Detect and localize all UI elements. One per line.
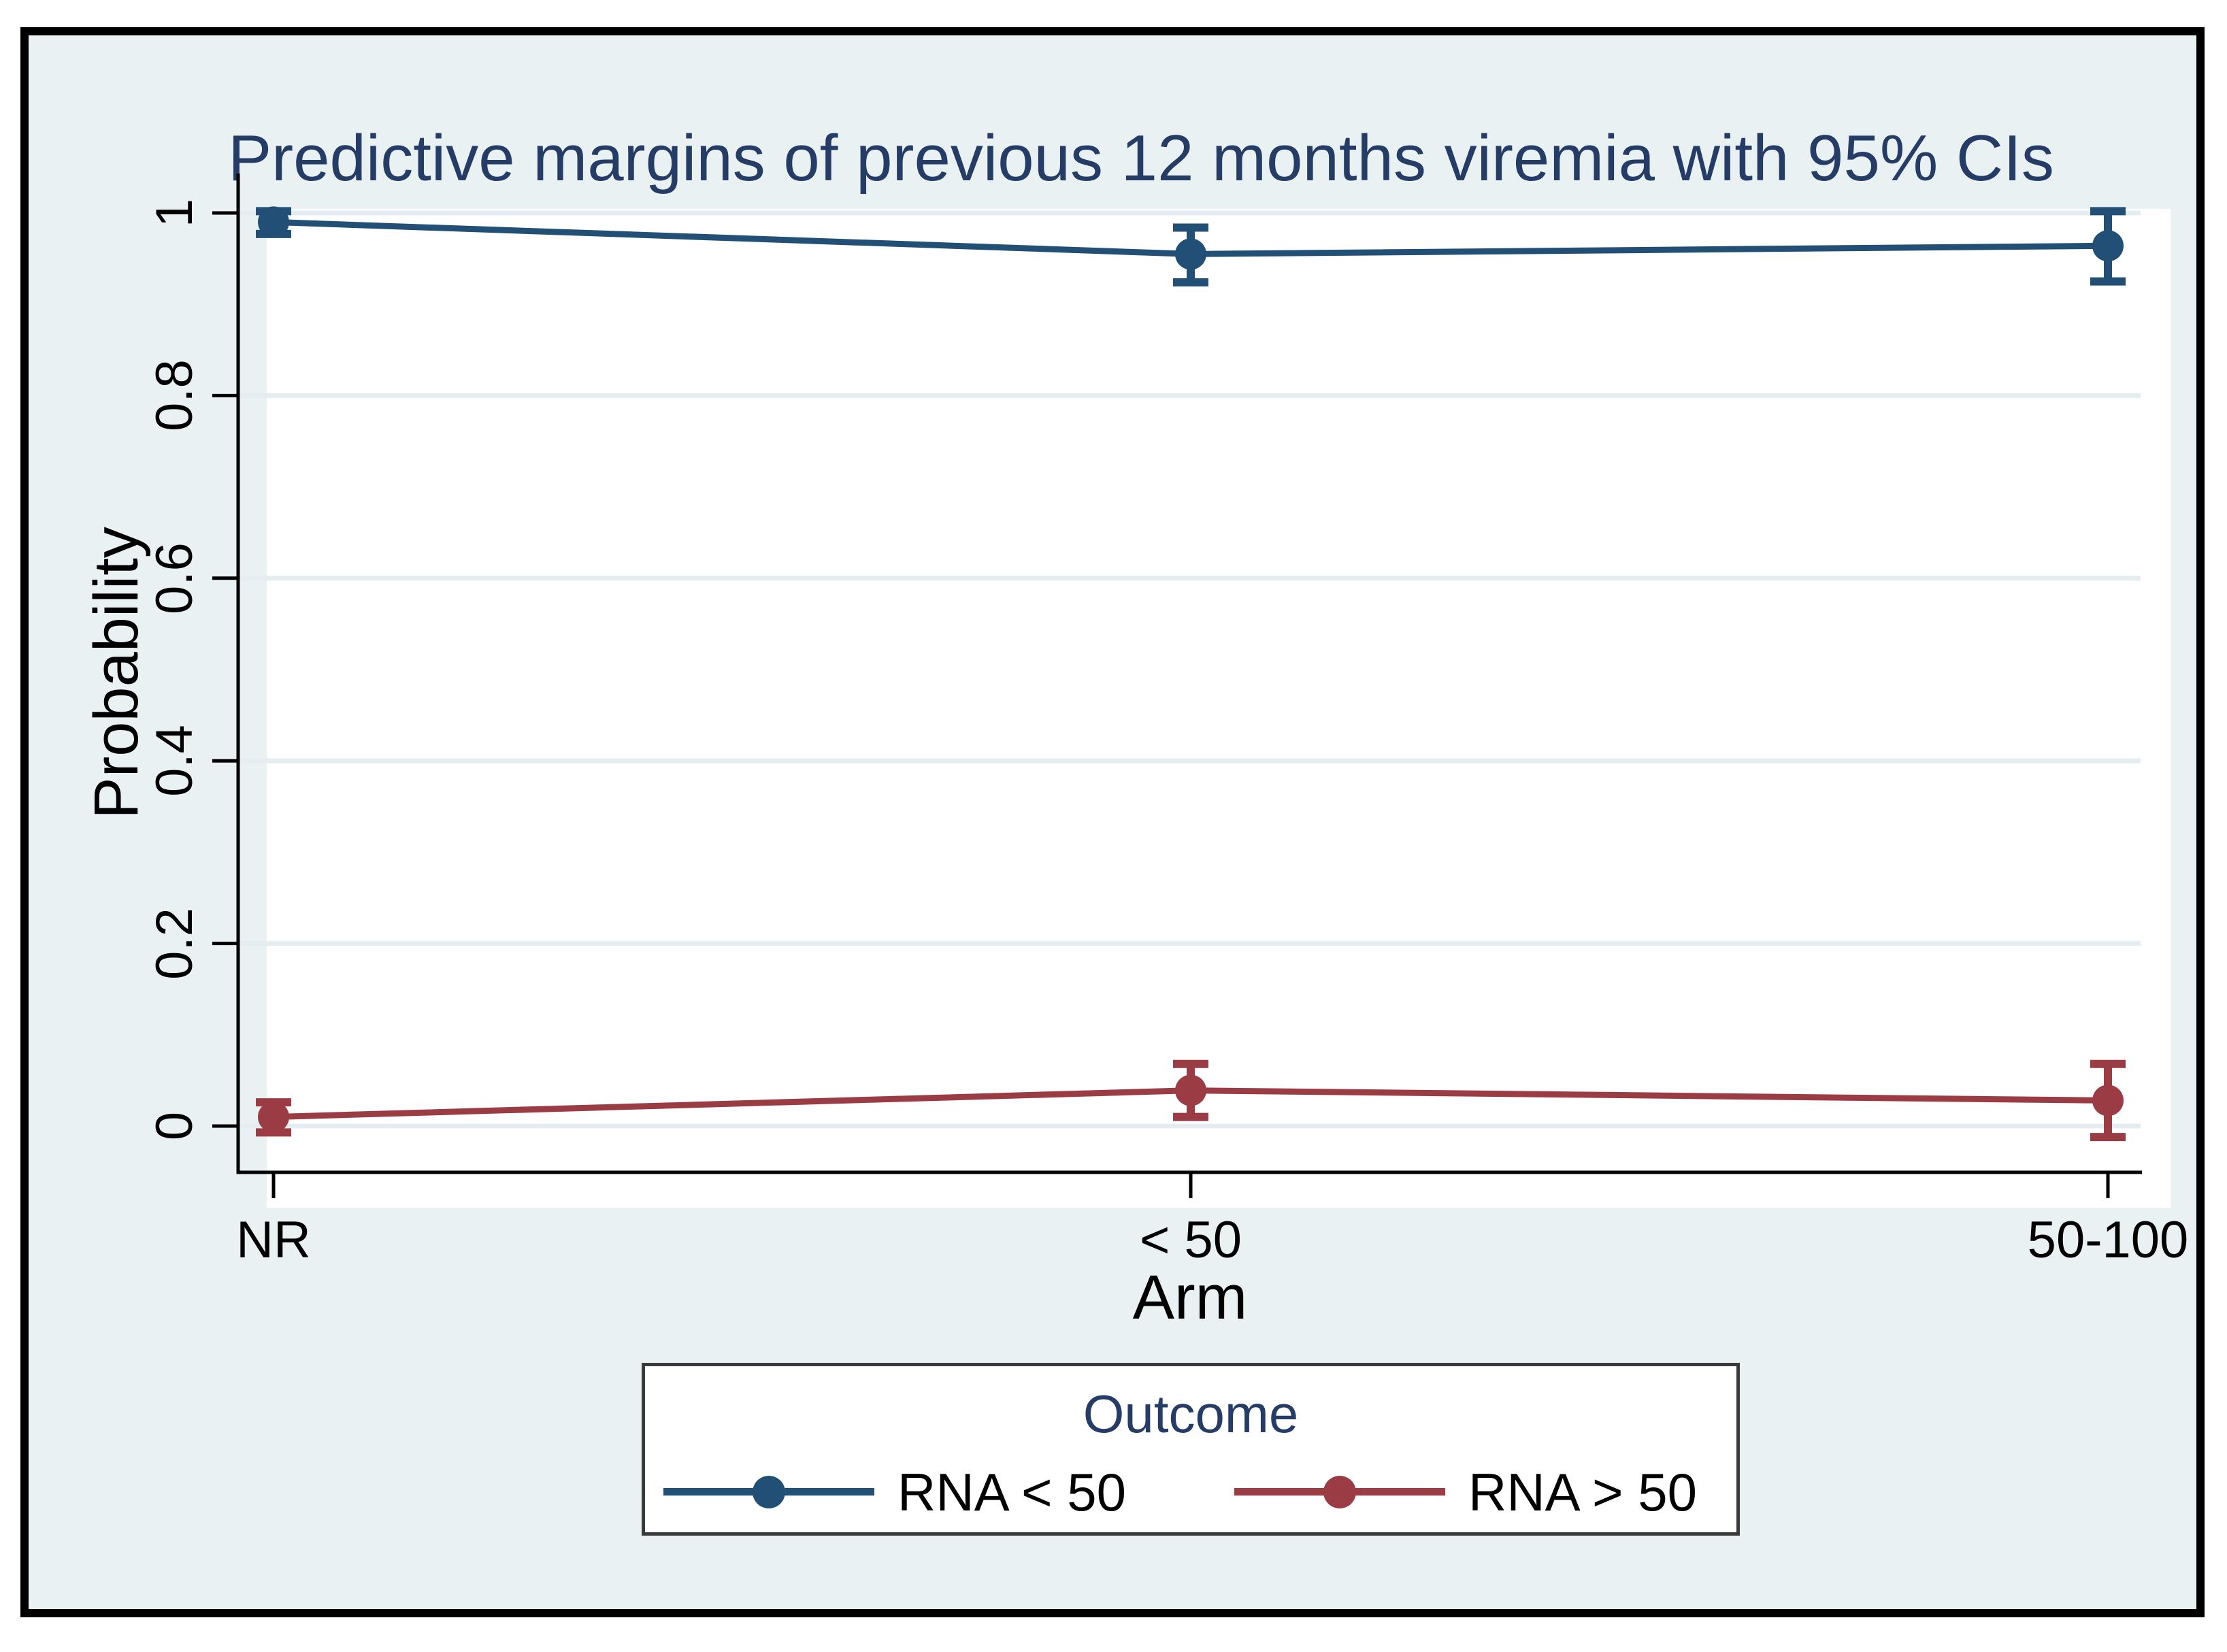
legend-entry-rna-lt-50: RNA < 50	[663, 1461, 1126, 1523]
y-tick-label-1: 1	[146, 199, 203, 227]
legend-entry-label: RNA > 50	[1468, 1461, 1698, 1522]
y-tick-label-04: 0.4	[146, 725, 203, 797]
chart-title: Predictive margins of previous 12 months…	[228, 122, 2054, 195]
y-tick-label-06: 0.6	[146, 542, 203, 614]
legend-marker-icon	[1323, 1476, 1356, 1508]
legend-entry-label: RNA < 50	[897, 1461, 1127, 1522]
x-tick-label-50-100: 50-100	[2028, 1211, 2189, 1269]
plot-area	[267, 209, 2171, 1208]
legend-entry-rna-gt-50: RNA > 50	[1234, 1461, 1697, 1523]
legend-marker-icon	[753, 1476, 785, 1508]
y-axis-title: Probability	[82, 527, 151, 819]
legend-sample-rna-gt-50	[1234, 1461, 1445, 1523]
legend: Outcome RNA < 50 RNA > 50	[642, 1363, 1740, 1536]
legend-title: Outcome	[1083, 1384, 1299, 1444]
x-tick-label-lt50: < 50	[1140, 1211, 1242, 1269]
x-axis-title: Arm	[1133, 1263, 1248, 1332]
x-tick-label-nr: NR	[236, 1211, 311, 1269]
y-tick-label-02: 0.2	[146, 908, 203, 980]
chart-graphics	[212, 174, 2142, 1198]
legend-sample-rna-lt-50	[663, 1461, 874, 1523]
y-tick-label-08: 0.8	[146, 359, 203, 431]
y-tick-label-0: 0	[146, 1112, 203, 1140]
figure-frame: Predictive margins of previous 12 months…	[20, 27, 2205, 1617]
